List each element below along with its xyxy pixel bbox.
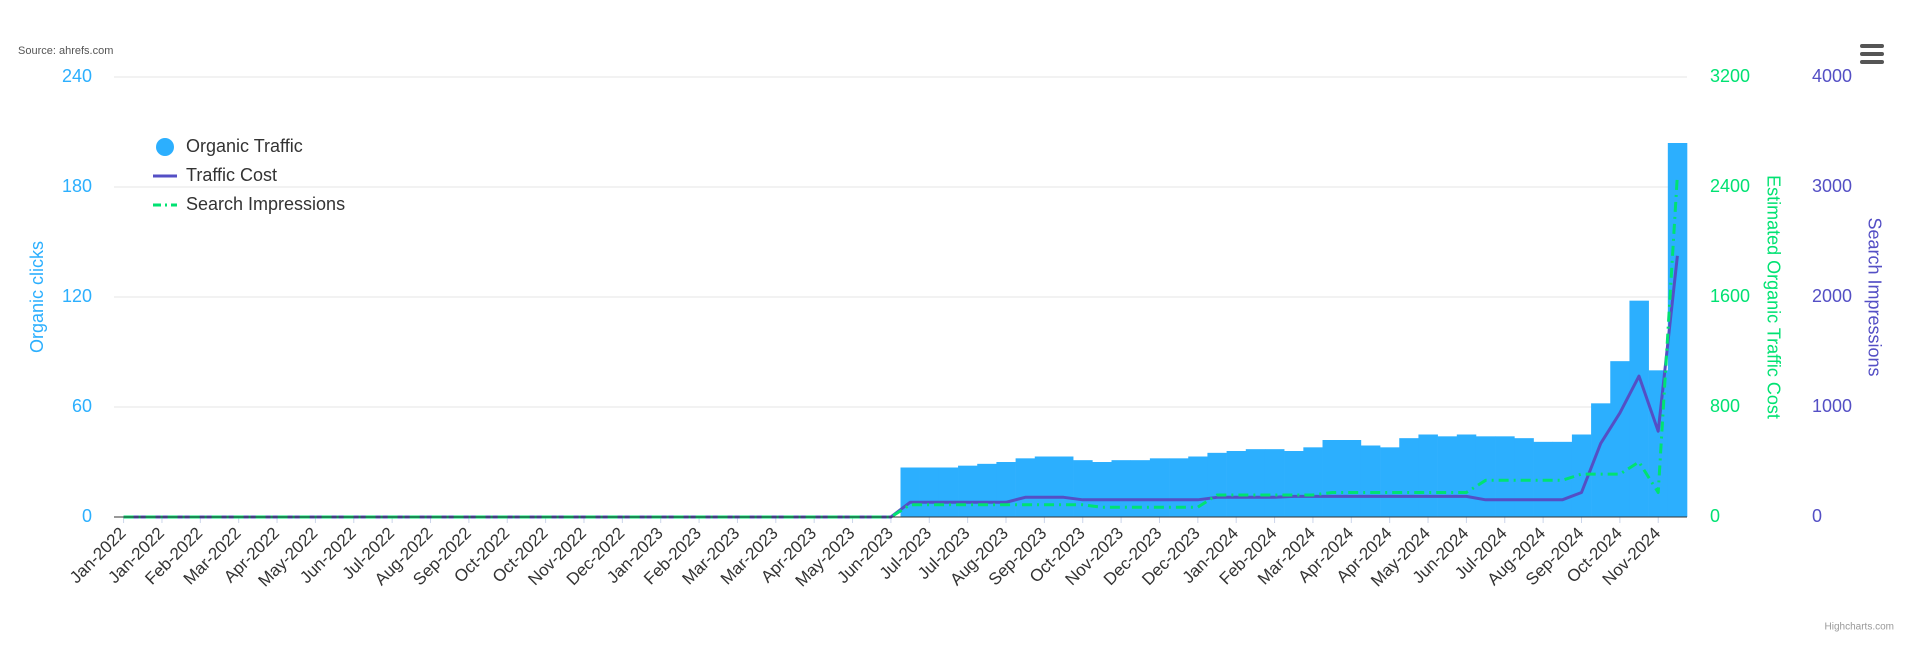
legend-symbol <box>156 138 174 156</box>
y2-tick-label: 1600 <box>1710 286 1750 306</box>
legend-label: Organic Traffic <box>186 136 303 156</box>
bar <box>938 467 959 517</box>
y-axis-title: Organic clicks <box>27 241 47 353</box>
y2-tick-label: 0 <box>1710 506 1720 526</box>
bar <box>1207 452 1227 517</box>
y3-tick-label: 0 <box>1812 506 1822 526</box>
bar <box>1456 434 1477 517</box>
legend-item[interactable]: Organic Traffic <box>156 136 303 156</box>
bar <box>977 463 997 517</box>
bar <box>1667 143 1688 517</box>
bar <box>1418 434 1438 517</box>
bar <box>1149 458 1170 517</box>
bar <box>1380 447 1400 517</box>
y3-axis-title: Search Impressions <box>1864 217 1884 376</box>
bar <box>1514 438 1534 517</box>
bar <box>1437 436 1458 517</box>
bar <box>1610 361 1630 517</box>
bar <box>1322 440 1343 517</box>
bar <box>1591 403 1611 517</box>
bar <box>1264 449 1285 517</box>
bar <box>1092 462 1112 517</box>
y3-tick-label: 4000 <box>1812 66 1852 86</box>
bar <box>1130 460 1151 517</box>
y3-tick-label: 1000 <box>1812 396 1852 416</box>
bar <box>958 465 978 517</box>
menu-button[interactable] <box>1858 42 1886 66</box>
y3-tick-label: 2000 <box>1812 286 1852 306</box>
bar <box>1015 458 1036 517</box>
bar <box>919 467 940 517</box>
bar <box>1169 458 1189 517</box>
bar <box>1629 300 1649 517</box>
credits[interactable]: Highcharts.com <box>1825 622 1894 633</box>
y-tick-label: 180 <box>62 176 92 196</box>
bar <box>1360 445 1381 517</box>
legend-label: Traffic Cost <box>186 165 277 185</box>
y-tick-label: 60 <box>72 396 92 416</box>
bar <box>1053 456 1074 517</box>
bar <box>1034 456 1055 517</box>
bar <box>1648 370 1669 517</box>
bar <box>900 467 920 517</box>
bar <box>1495 436 1515 517</box>
bar <box>1188 456 1208 517</box>
bar <box>1399 438 1419 517</box>
bar <box>996 462 1016 517</box>
source-note: Source: ahrefs.com <box>18 45 113 57</box>
bar <box>1073 460 1093 517</box>
bar <box>1245 449 1266 517</box>
y-tick-label: 240 <box>62 66 92 86</box>
bar <box>1284 451 1304 517</box>
y2-tick-label: 3200 <box>1710 66 1750 86</box>
y-tick-label: 120 <box>62 286 92 306</box>
bar <box>1226 451 1247 517</box>
bar <box>1475 436 1496 517</box>
legend-label: Search Impressions <box>186 194 345 214</box>
y2-tick-label: 800 <box>1710 396 1740 416</box>
bar <box>1303 447 1323 517</box>
bar <box>1571 434 1592 517</box>
legend-item[interactable]: Traffic Cost <box>153 165 277 185</box>
y-tick-label: 0 <box>82 506 92 526</box>
y2-axis-title: Estimated Organic Traffic Cost <box>1763 175 1783 419</box>
bar <box>1111 460 1131 517</box>
y3-tick-label: 3000 <box>1812 176 1852 196</box>
bar <box>1341 440 1362 517</box>
legend-item[interactable]: Search Impressions <box>153 194 345 214</box>
y2-tick-label: 2400 <box>1710 176 1750 196</box>
